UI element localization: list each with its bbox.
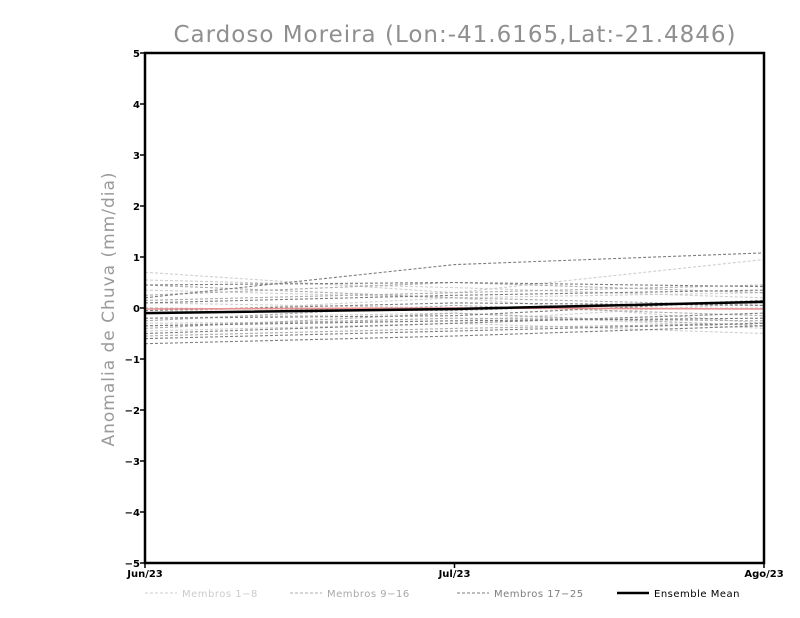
x-axis: Jun/23 Jul/23 Ago/23 <box>126 563 784 580</box>
y-tick-label: −2 <box>125 406 140 417</box>
plot-lines <box>144 252 765 345</box>
member-line-12 <box>144 322 765 337</box>
y-tick-label: 4 <box>133 100 140 111</box>
y-tick-label: 2 <box>133 202 140 213</box>
y-tick-label: 5 <box>133 49 140 60</box>
y-tick-label: 1 <box>133 253 140 264</box>
chart-title: Cardoso Moreira (Lon:-41.6165,Lat:-21.48… <box>173 22 736 48</box>
member-line-10 <box>144 317 765 327</box>
y-tick-label: 3 <box>133 151 140 162</box>
legend-label-4: Ensemble Mean <box>654 589 740 600</box>
x-tick-label: Jun/23 <box>126 569 163 580</box>
y-tick-label: −4 <box>125 508 140 519</box>
legend: Membros 1−8 Membros 9−16 Membros 17−25 Ense… <box>145 589 740 600</box>
member-line-6 <box>144 279 765 299</box>
legend-label-1: Membros 1−8 <box>182 589 258 600</box>
y-axis: 5 4 3 2 1 0 −1 −2 −3 −4 −5 <box>125 49 145 570</box>
member-line-15 <box>144 284 765 306</box>
member-line-1 <box>144 258 765 294</box>
member-line-8 <box>144 297 765 324</box>
member-line-14 <box>144 304 765 322</box>
member-line-25 <box>144 325 765 345</box>
member-line-5 <box>144 322 765 335</box>
y-tick-label: −1 <box>125 355 140 366</box>
x-tick-label: Ago/23 <box>744 569 783 580</box>
member-line-9 <box>144 281 765 296</box>
member-line-17 <box>144 252 765 299</box>
member-line-22 <box>144 317 765 327</box>
member-line-4 <box>144 312 765 329</box>
member-line-13 <box>144 284 765 301</box>
legend-label-2: Membros 9−16 <box>327 589 410 600</box>
member-line-24 <box>144 322 765 340</box>
y-tick-label: 0 <box>133 304 140 315</box>
member-line-19 <box>144 289 765 304</box>
legend-label-3: Membros 17−25 <box>494 589 584 600</box>
member-line-23 <box>144 312 765 335</box>
x-tick-label: Jul/23 <box>438 569 471 580</box>
y-tick-label: −5 <box>125 559 140 570</box>
ensemble-mean-line <box>144 300 765 315</box>
y-axis-label: Anomalia de Chuva (mm/dia) <box>99 171 119 446</box>
member-line-16 <box>144 312 765 329</box>
member-line-18 <box>144 281 765 288</box>
y-tick-label: −3 <box>125 457 140 468</box>
